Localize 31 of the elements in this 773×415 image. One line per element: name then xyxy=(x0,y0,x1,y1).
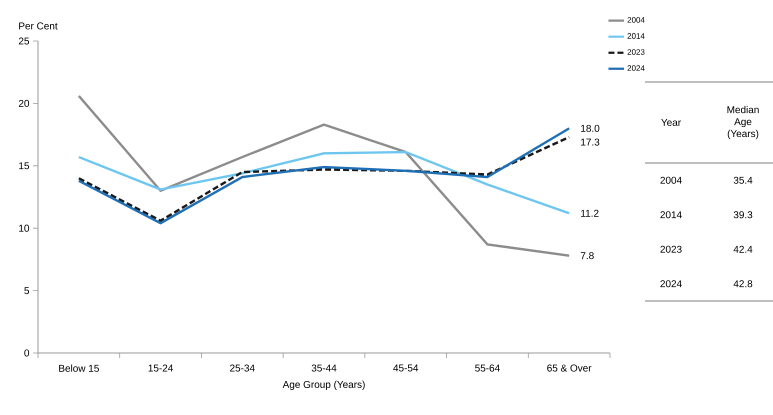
y-tick-label: 10 xyxy=(19,224,30,232)
data-label: 18.0 xyxy=(581,124,600,132)
x-tick-label: 65 & Over xyxy=(547,364,592,372)
category-label: 2014 xyxy=(660,211,682,218)
y-tick-label: 0 xyxy=(24,349,30,357)
x-tick-label: 35-44 xyxy=(312,364,336,372)
data-label: 7.8 xyxy=(580,252,594,260)
line-series xyxy=(78,94,570,257)
data-label: 39.3 xyxy=(734,211,752,218)
x-tick-label: 55-64 xyxy=(475,364,500,372)
text: Year xyxy=(661,119,681,126)
x-axis-title: Age Group (Years) xyxy=(282,380,365,390)
line-series xyxy=(78,150,570,214)
data-label: 42.4 xyxy=(734,246,752,253)
y-tick-label: 25 xyxy=(18,37,30,45)
category-label: 2023 xyxy=(660,246,682,253)
data-label: 11.2 xyxy=(581,210,599,217)
x-tick-label: 45-54 xyxy=(393,364,418,372)
x-tick-label: Below 15 xyxy=(59,364,99,372)
category-label: 2024 xyxy=(660,280,682,288)
x-tick-label: 15-24 xyxy=(148,364,174,372)
data-label: 17.3 xyxy=(581,138,600,146)
category-label: 2004 xyxy=(660,176,682,184)
x-tick-label: 25-34 xyxy=(230,364,255,372)
y-tick-label: 5 xyxy=(24,287,30,294)
y-tick-label: 20 xyxy=(18,100,30,107)
y-tick-label: 15 xyxy=(19,162,30,170)
y-axis-title: Per Cent xyxy=(19,22,58,30)
text: Median Age (Years) xyxy=(727,106,759,140)
data-label: 42.8 xyxy=(734,280,752,288)
data-label: 35.4 xyxy=(734,176,752,184)
